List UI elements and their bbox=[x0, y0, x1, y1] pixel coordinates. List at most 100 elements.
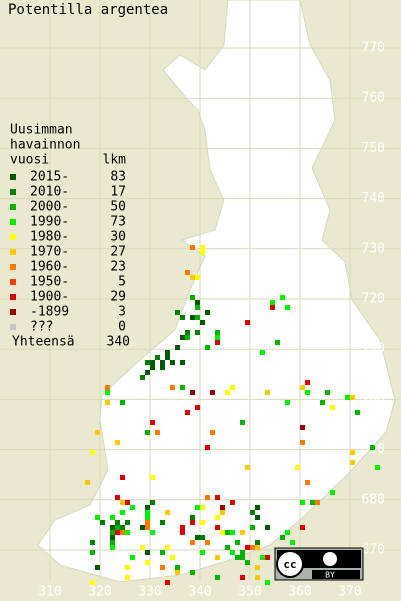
legend-count: 17 bbox=[110, 185, 126, 200]
observation-square bbox=[215, 335, 220, 340]
observation-square bbox=[150, 530, 155, 535]
observation-square bbox=[210, 390, 215, 395]
observation-square bbox=[285, 400, 290, 405]
legend-label: 1990- bbox=[30, 215, 69, 230]
legend-count: 5 bbox=[118, 275, 126, 290]
legend-swatch bbox=[10, 249, 16, 255]
legend-swatch bbox=[10, 189, 16, 195]
observation-square bbox=[265, 555, 270, 560]
observation-square bbox=[120, 525, 125, 530]
observation-square bbox=[205, 310, 210, 315]
observation-square bbox=[190, 540, 195, 545]
observation-square bbox=[290, 540, 295, 545]
observation-square bbox=[215, 495, 220, 500]
observation-square bbox=[150, 420, 155, 425]
observation-square bbox=[95, 430, 100, 435]
observation-square bbox=[190, 275, 195, 280]
x-tick-label: 340 bbox=[188, 585, 211, 600]
observation-square bbox=[190, 245, 195, 250]
observation-square bbox=[85, 480, 90, 485]
observation-square bbox=[350, 395, 355, 400]
observation-square bbox=[160, 565, 165, 570]
observation-square bbox=[145, 430, 150, 435]
observation-square bbox=[375, 465, 380, 470]
observation-square bbox=[200, 550, 205, 555]
observation-square bbox=[115, 520, 120, 525]
observation-square bbox=[200, 505, 205, 510]
observation-square bbox=[160, 520, 165, 525]
legend-count: 29 bbox=[110, 290, 126, 305]
cc-icon bbox=[276, 550, 304, 578]
legend-swatch bbox=[10, 219, 16, 225]
observation-square bbox=[240, 555, 245, 560]
observation-square bbox=[115, 440, 120, 445]
observation-square bbox=[110, 540, 115, 545]
title: Potentilla argentea bbox=[8, 2, 168, 18]
legend-label: 1950- bbox=[30, 275, 69, 290]
finland-land bbox=[37, 0, 396, 583]
observation-square bbox=[220, 505, 225, 510]
x-tick-label: 350 bbox=[238, 585, 261, 600]
observation-square bbox=[205, 345, 210, 350]
legend-label: 2000- bbox=[30, 200, 69, 215]
observation-square bbox=[180, 530, 185, 535]
y-tick-label: 730 bbox=[362, 241, 385, 256]
observation-square bbox=[245, 560, 250, 565]
observation-square bbox=[200, 520, 205, 525]
observation-square bbox=[235, 555, 240, 560]
observation-square bbox=[215, 575, 220, 580]
observation-square bbox=[195, 330, 200, 335]
observation-square bbox=[215, 340, 220, 345]
observation-square bbox=[180, 385, 185, 390]
observation-square bbox=[220, 530, 225, 535]
observation-square bbox=[110, 535, 115, 540]
x-tick-label: 310 bbox=[38, 585, 61, 600]
observation-square bbox=[90, 550, 95, 555]
observation-square bbox=[205, 445, 210, 450]
observation-square bbox=[90, 580, 95, 585]
observation-square bbox=[175, 565, 180, 570]
x-tick-label: 370 bbox=[338, 585, 361, 600]
observation-square bbox=[115, 530, 120, 535]
observation-square bbox=[240, 575, 245, 580]
observation-square bbox=[305, 480, 310, 485]
observation-square bbox=[110, 545, 115, 550]
observation-square bbox=[260, 555, 265, 560]
observation-square bbox=[150, 475, 155, 480]
y-tick-label: 710 bbox=[362, 342, 385, 357]
observation-square bbox=[165, 580, 170, 585]
legend-swatch bbox=[10, 324, 16, 330]
observation-square bbox=[145, 560, 150, 565]
observation-square bbox=[90, 540, 95, 545]
observation-square bbox=[175, 570, 180, 575]
observation-square bbox=[170, 385, 175, 390]
observation-square bbox=[225, 530, 230, 535]
observation-square bbox=[190, 570, 195, 575]
observation-square bbox=[110, 515, 115, 520]
legend-swatch bbox=[10, 174, 16, 180]
legend-swatch bbox=[10, 294, 16, 300]
observation-square bbox=[350, 460, 355, 465]
observation-square bbox=[145, 360, 150, 365]
observation-square bbox=[120, 475, 125, 480]
observation-square bbox=[125, 565, 130, 570]
observation-square bbox=[185, 270, 190, 275]
observation-square bbox=[215, 330, 220, 335]
observation-square bbox=[300, 385, 305, 390]
observation-square bbox=[145, 505, 150, 510]
observation-square bbox=[350, 450, 355, 455]
observation-square bbox=[95, 565, 100, 570]
observation-square bbox=[175, 310, 180, 315]
observation-square bbox=[265, 390, 270, 395]
observation-square bbox=[240, 530, 245, 535]
observation-square bbox=[300, 425, 305, 430]
observation-square bbox=[255, 505, 260, 510]
observation-square bbox=[200, 535, 205, 540]
y-tick-label: 760 bbox=[362, 91, 385, 106]
observation-square bbox=[140, 525, 145, 530]
observation-square bbox=[270, 305, 275, 310]
observation-square bbox=[155, 355, 160, 360]
observation-square bbox=[270, 300, 275, 305]
